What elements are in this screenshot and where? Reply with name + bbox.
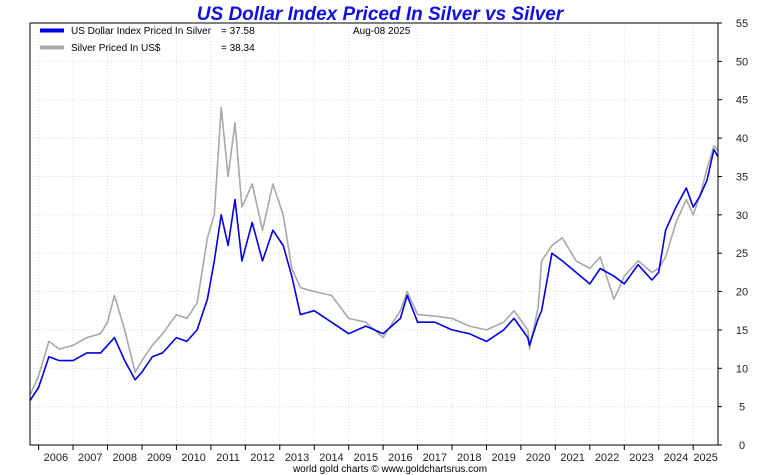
y-tick-label: 50 — [736, 56, 748, 68]
x-tick-label: 2019 — [491, 452, 515, 464]
series-line-us-dollar-index — [29, 148, 719, 401]
x-tick-label: 2012 — [250, 452, 274, 464]
chart-title: US Dollar Index Priced In Silver vs Silv… — [197, 4, 565, 25]
y-tick-label: 25 — [736, 248, 748, 260]
x-tick-label: 2018 — [457, 452, 481, 464]
legend-value-silver: = 38.34 — [221, 43, 255, 54]
x-axis-ticks: 2006 2007 2008 2009 2010 2011 2012 2013 2014 2015… — [38, 445, 718, 464]
y-tick-label: 35 — [736, 171, 748, 183]
x-tick-label: 2015 — [354, 452, 378, 464]
x-tick-label: 2009 — [147, 452, 171, 464]
x-tick-label: 2023 — [629, 452, 653, 464]
x-tick-label: 2006 — [44, 452, 68, 464]
y-tick-label: 55 — [736, 18, 748, 30]
date-label: Aug-08 2025 — [353, 26, 411, 37]
y-tick-label: 15 — [736, 325, 748, 337]
x-tick-label: 2024 — [664, 452, 688, 464]
y-tick-label: 40 — [736, 133, 748, 145]
y-tick-label: 45 — [736, 95, 748, 107]
legend: US Dollar Index Priced In Silver = 37.58… — [40, 26, 411, 54]
x-tick-label: 2008 — [112, 452, 136, 464]
footer-credit: world gold charts © www.goldchartsrus.co… — [292, 464, 487, 475]
x-tick-label: 2017 — [423, 452, 447, 464]
x-tick-label: 2021 — [560, 452, 584, 464]
y-tick-label: 0 — [739, 440, 745, 452]
x-tick-label: 2013 — [285, 452, 309, 464]
x-tick-label: 2011 — [216, 452, 240, 464]
x-tick-label: 2007 — [78, 452, 102, 464]
series-line-silver — [29, 106, 719, 396]
legend-value-us-dollar-index: = 37.58 — [221, 26, 255, 37]
x-tick-label: 2022 — [595, 452, 619, 464]
y-tick-label: 30 — [736, 210, 748, 222]
x-tick-label: 2016 — [388, 452, 412, 464]
y-axis-ticks: 0 5 10 15 20 25 30 35 40 45 50 55 — [718, 18, 748, 452]
x-tick-label: 2025 — [693, 452, 717, 464]
x-tick-label: 2010 — [181, 452, 205, 464]
series-lines — [29, 106, 719, 401]
x-tick-label: 2020 — [526, 452, 550, 464]
y-tick-label: 20 — [736, 287, 748, 299]
legend-label-us-dollar-index: US Dollar Index Priced In Silver — [71, 26, 212, 37]
legend-label-silver: Silver Priced In US$ — [71, 43, 161, 54]
x-tick-label: 2014 — [319, 452, 343, 464]
grid — [30, 23, 718, 445]
plot-frame — [29, 22, 719, 446]
y-tick-label: 5 — [739, 402, 745, 414]
y-tick-label: 10 — [736, 363, 748, 375]
